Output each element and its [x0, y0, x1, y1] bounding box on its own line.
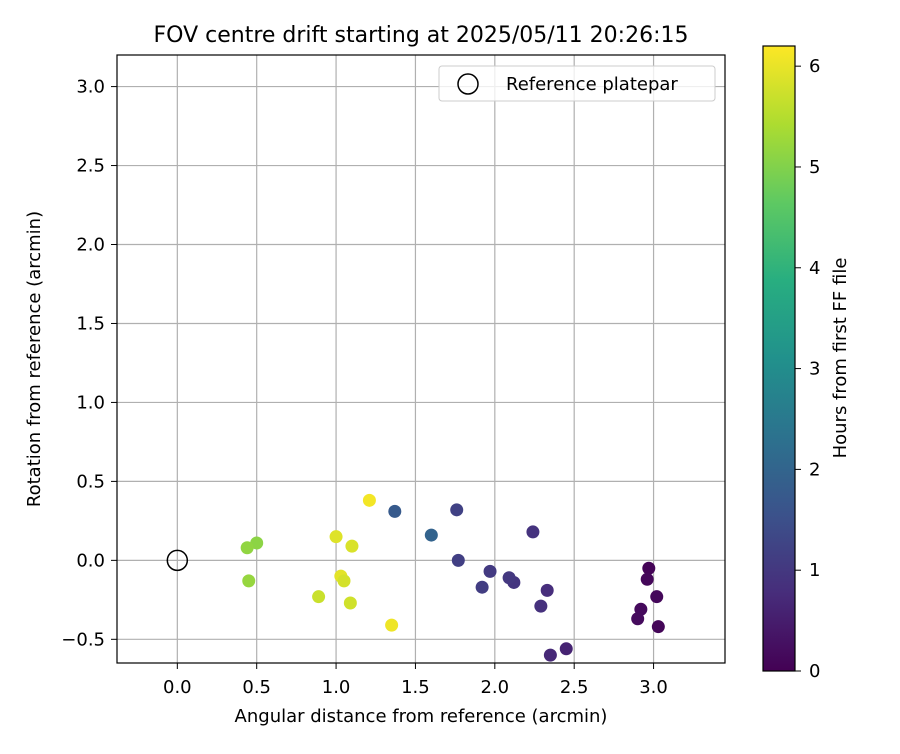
data-point: [502, 571, 516, 585]
data-point: [450, 503, 464, 517]
y-tick-label: 2.0: [76, 235, 105, 256]
data-point: [242, 574, 256, 588]
data-point: [631, 612, 645, 626]
x-axis-label: Angular distance from reference (arcmin): [235, 706, 608, 727]
colorbar-ticks: 0 1 2 3 4 5 6: [795, 56, 820, 682]
colorbar-tick-label: 0: [809, 661, 820, 682]
reference-platepar-marker: [166, 549, 189, 572]
x-tick-label: 3.0: [639, 677, 668, 698]
data-point: [642, 561, 656, 575]
data-point: [240, 541, 254, 555]
x-tick-label: 2.0: [480, 677, 509, 698]
data-point: [540, 583, 554, 597]
data-point: [543, 648, 557, 662]
grid: [117, 55, 725, 663]
legend-box: [438, 65, 716, 102]
y-tick-label: 1.5: [76, 313, 105, 334]
y-tick-label: 0.0: [76, 550, 105, 571]
colorbar: 0 1 2 3 4 5 6 Hours from first FF file: [762, 45, 851, 682]
data-point: [312, 590, 326, 604]
y-tick-label: 0.5: [76, 471, 105, 492]
colorbar-tick-label: 4: [809, 258, 820, 279]
data-point: [650, 590, 664, 604]
legend-label-reference-platepar: Reference platepar: [506, 74, 678, 95]
data-point: [475, 580, 489, 594]
data-point: [534, 599, 548, 613]
data-point: [526, 525, 540, 539]
data-point: [388, 504, 402, 518]
colorbar-label: Hours from first FF file: [830, 258, 851, 459]
data-point: [343, 596, 357, 610]
legend-marker-reference-platepar: [457, 73, 479, 95]
data-point: [424, 528, 438, 542]
data-point: [559, 642, 573, 656]
data-point: [385, 618, 399, 632]
legend: Reference platepar: [438, 65, 716, 102]
colorbar-tick-label: 2: [809, 459, 820, 480]
axis-ticks: 0.0 0.5 1.0 1.5 2.0 2.5 3.0 −0.5 0.0 0.5 1.0 1.5 2.0…: [61, 77, 668, 698]
x-tick-label: 0.0: [163, 677, 192, 698]
y-tick-label: 2.5: [76, 156, 105, 177]
data-point: [451, 553, 465, 567]
x-tick-label: 2.5: [560, 677, 589, 698]
data-point: [640, 572, 654, 586]
colorbar-gradient: [762, 45, 796, 672]
colorbar-tick-label: 5: [809, 157, 820, 178]
data-point: [329, 530, 343, 544]
plot-frame: [116, 54, 726, 664]
y-axis-label: Rotation from reference (arcmin): [24, 211, 45, 507]
colorbar-tick-label: 6: [809, 56, 820, 77]
x-tick-label: 1.0: [322, 677, 351, 698]
colorbar-tick-label: 1: [809, 560, 820, 581]
x-tick-label: 1.5: [401, 677, 430, 698]
y-tick-label: −0.5: [61, 629, 105, 650]
data-point: [651, 620, 665, 634]
x-tick-label: 0.5: [242, 677, 271, 698]
data-point: [483, 564, 497, 578]
y-tick-label: 3.0: [76, 77, 105, 98]
colorbar-tick-label: 3: [809, 359, 820, 380]
chart-title: FOV centre drift starting at 2025/05/11 …: [154, 23, 689, 48]
data-point: [337, 574, 351, 588]
data-points: [166, 493, 665, 662]
data-point: [345, 539, 359, 553]
data-point: [362, 493, 376, 507]
y-tick-label: 1.0: [76, 392, 105, 413]
